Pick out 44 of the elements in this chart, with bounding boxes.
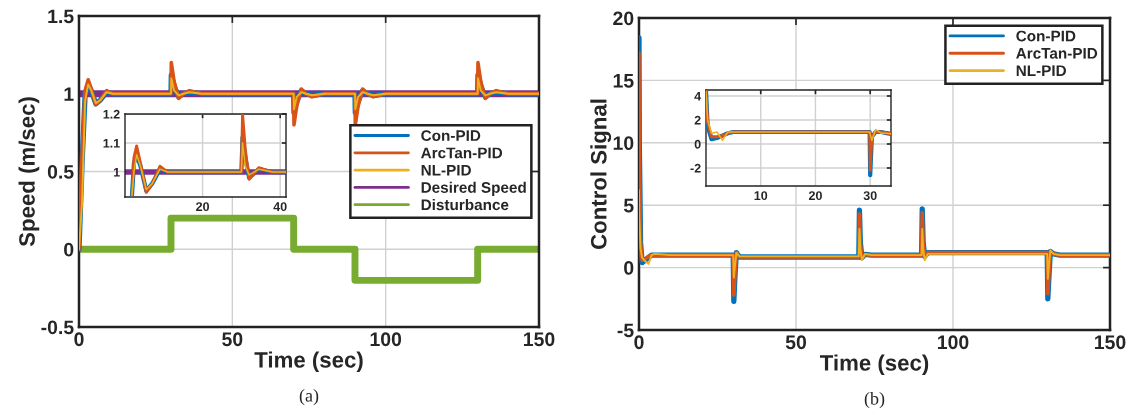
y-tick-label: -2 xyxy=(690,163,701,173)
text: (a) xyxy=(299,389,319,406)
legend-label: Con-PID xyxy=(1016,30,1076,42)
y-tick-label: 20 xyxy=(613,11,634,26)
y-axis-title: Control Signal xyxy=(590,99,612,250)
x-tick-label: 50 xyxy=(785,335,807,350)
x-tick-label: 50 xyxy=(222,332,243,347)
y-tick-label: 0 xyxy=(694,139,701,149)
y-tick-label: 0 xyxy=(624,261,634,275)
y-tick-label: 1.1 xyxy=(103,138,120,148)
x-tick-label: 20 xyxy=(808,191,822,201)
y-tick-label: 0 xyxy=(64,242,74,257)
legend-label: ArcTan-PID xyxy=(421,147,503,159)
y-tick-label: -5 xyxy=(617,323,634,338)
y-tick-label: -0.5 xyxy=(41,320,74,335)
y-tick-label: 2 xyxy=(694,115,701,125)
x-tick-label: 100 xyxy=(370,332,402,347)
legend-label: ArcTan-PID xyxy=(1016,48,1098,59)
x-tick-label: 0 xyxy=(634,335,644,350)
y-tick-label: 0.5 xyxy=(47,164,74,179)
x-tick-label: 150 xyxy=(524,332,555,347)
x-axis-title: Time (sec) xyxy=(819,354,929,376)
legend-label: NL-PID xyxy=(1016,65,1066,76)
y-tick-label: 1 xyxy=(64,87,74,101)
legend-label: Desired Speed xyxy=(421,181,526,196)
legend-label: Con-PID xyxy=(421,130,481,142)
x-tick-label: 10 xyxy=(754,191,768,201)
x-axis-title: Time (sec) xyxy=(254,351,363,373)
x-tick-label: 40 xyxy=(273,202,287,212)
y-tick-label: 1 xyxy=(113,167,120,177)
legend-label: NL-PID xyxy=(421,164,471,176)
y-axis-title: Speed (m/sec) xyxy=(18,97,40,247)
y-tick-label: 10 xyxy=(613,136,634,151)
y-tick-label: 1.2 xyxy=(103,109,120,119)
y-tick-label: 4 xyxy=(694,91,702,101)
y-tick-label: 1.5 xyxy=(48,9,74,24)
x-tick-label: 100 xyxy=(938,335,969,350)
x-tick-label: 0 xyxy=(74,332,84,347)
x-tick-label: 150 xyxy=(1095,335,1126,350)
y-tick-label: 5 xyxy=(623,198,634,213)
x-tick-label: 30 xyxy=(863,191,877,201)
legend-label: Disturbance xyxy=(421,198,509,211)
y-tick-label: 15 xyxy=(613,74,634,88)
text: (b) xyxy=(864,392,885,409)
